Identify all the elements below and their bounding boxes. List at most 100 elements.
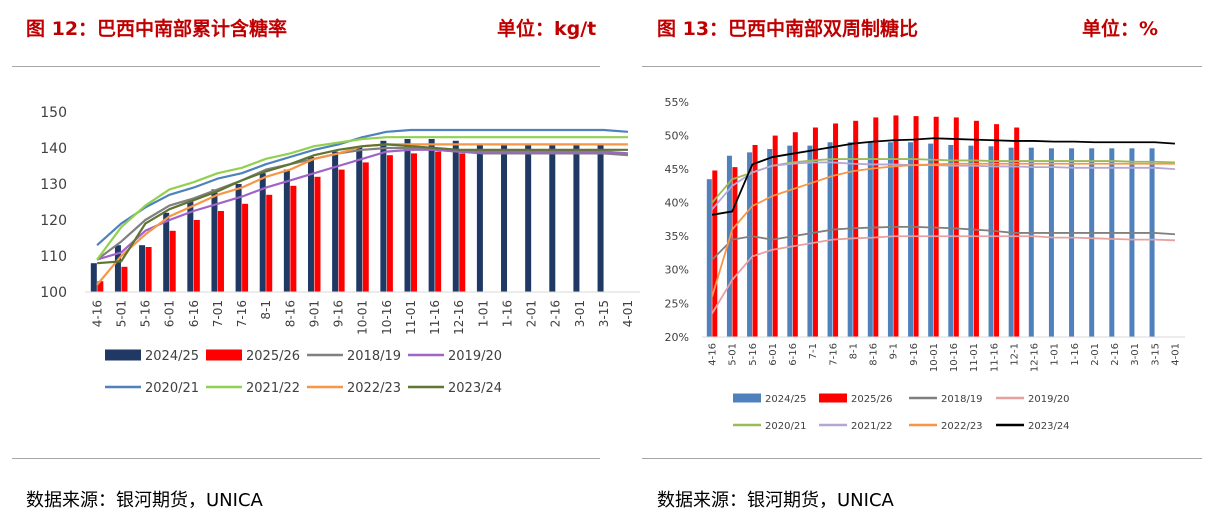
x-tick-label: 12-16	[452, 300, 466, 335]
x-tick-label: 12-16	[1030, 343, 1041, 372]
x-tick-label: 4-16	[90, 300, 104, 327]
chart-panel-sugar-content: 图 12：巴西中南部累计含糖率 单位：kg/t 100 110 120 130 140 1…	[12, 18, 640, 511]
y-tick-label: 50%	[665, 129, 689, 142]
bar-2024-25	[187, 200, 194, 292]
line-2022-23	[711, 162, 1175, 297]
bar-2024-25	[1149, 148, 1155, 337]
bar-2024-25	[887, 142, 893, 337]
x-tick-label: 3-15	[1150, 343, 1161, 366]
x-tick-label: 8-16	[869, 343, 880, 366]
bar-2024-25	[259, 173, 266, 292]
x-tick-label: 12-1	[1009, 343, 1020, 366]
footer-divider	[12, 458, 600, 459]
bar-2024-25	[787, 145, 793, 337]
bar-2025-26	[752, 144, 758, 337]
bar-2024-25	[428, 139, 435, 292]
bar-2024-25	[476, 144, 483, 292]
bar-2025-26	[145, 247, 152, 292]
x-tick-label: 11-01	[404, 300, 418, 335]
bar-2025-26	[411, 153, 418, 292]
y-tick-label: 35%	[665, 230, 689, 243]
x-tick-label: 11-16	[428, 300, 442, 335]
x-tick-label: 5-16	[748, 343, 759, 366]
sugar-content-chart: 100 110 120 130 140 150 4-16 5-01 5-16 6-01 6-16 7-…	[40, 105, 640, 396]
bar-2025-26	[386, 155, 393, 292]
bar-2024-25	[380, 140, 387, 292]
bar-2024-25	[908, 142, 914, 337]
bar-2025-26	[772, 135, 778, 337]
legend-label: 2018/19	[347, 349, 401, 364]
legend-label: 2019/20	[448, 349, 502, 364]
bar-2024-25	[1129, 148, 1135, 337]
bar-2024-25	[706, 179, 712, 337]
x-tick-label: 1-16	[500, 300, 514, 327]
chart-unit: 单位：kg/t	[497, 18, 597, 40]
bar-2024-25	[114, 245, 121, 292]
legend-swatch	[819, 393, 847, 403]
legend-label: 2025/26	[851, 394, 893, 405]
x-tick-label: 4-01	[1170, 343, 1181, 366]
y-tick-label: 120	[40, 213, 67, 229]
x-tick-label: 4-16	[708, 343, 719, 366]
x-tick-label: 4-01	[621, 300, 635, 327]
x-tick-label: 2-01	[525, 300, 539, 327]
chart-panel-sugar-mix: 图 13：巴西中南部双周制糖比 单位：% 20% 25% 30% 35% 40% 45% 5…	[605, 0, 1210, 520]
line-2018-19	[96, 146, 629, 261]
bar-2025-26	[193, 220, 200, 292]
bar-2024-25	[597, 144, 604, 292]
bar-2025-26	[732, 167, 738, 337]
y-tick-label: 110	[40, 249, 67, 265]
bar-2024-25	[211, 189, 218, 292]
y-tick-label: 20%	[665, 331, 689, 344]
bar-2025-26	[712, 170, 718, 337]
x-tick-label: 6-01	[768, 343, 779, 366]
bar-2024-25	[235, 184, 242, 292]
y-tick-label: 130	[40, 177, 67, 193]
bar-2024-25	[1028, 147, 1034, 337]
chart-title: 图 12：巴西中南部累计含糖率	[26, 18, 288, 40]
line-2019-20	[711, 235, 1175, 314]
bar-2024-25	[404, 139, 411, 292]
x-tick-label: 5-16	[139, 300, 153, 327]
legend-label: 2021/22	[246, 381, 300, 396]
y-tick-label: 30%	[665, 264, 689, 277]
line-2021-22	[711, 161, 1175, 211]
bar-2024-25	[1109, 148, 1115, 337]
bar-2024-25	[525, 144, 532, 292]
bar-2025-26	[290, 185, 297, 292]
bar-2024-25	[90, 263, 97, 292]
x-tick-label: 7-01	[211, 300, 225, 327]
x-tick-label: 8-1	[259, 300, 273, 320]
bar-2024-25	[332, 151, 339, 292]
x-tick-label: 7-1	[808, 343, 819, 359]
bar-2025-26	[217, 211, 224, 292]
x-tick-label: 10-16	[380, 300, 394, 335]
sugar-mix-chart: 20% 25% 30% 35% 40% 45% 50% 55% 4-16 5-01 5-16 6-01…	[665, 96, 1185, 432]
bar-2025-26	[362, 162, 369, 292]
bar-2024-25	[1089, 148, 1095, 337]
bar-2025-26	[435, 151, 442, 292]
x-tick-label: 9-16	[909, 343, 920, 366]
bar-2024-25	[1008, 147, 1014, 337]
legend-label: 2022/23	[941, 421, 983, 432]
x-tick-label: 9-16	[332, 300, 346, 327]
x-tick-label: 10-01	[929, 343, 940, 372]
bar-2024-25	[928, 143, 934, 337]
x-tick-label: 9-1	[889, 343, 900, 359]
bar-2024-25	[549, 144, 556, 292]
x-tick-label: 2-01	[1090, 343, 1101, 366]
x-tick-label: 2-16	[1110, 343, 1121, 366]
legend-label: 2020/21	[765, 421, 807, 432]
x-tick-label: 6-16	[788, 343, 799, 366]
x-tick-label: 10-01	[356, 300, 370, 335]
x-tick-label: 7-16	[828, 343, 839, 366]
x-tick-label: 5-01	[114, 300, 128, 327]
bar-2024-25	[573, 144, 580, 292]
bar-2025-26	[792, 132, 798, 337]
line-2023-24	[96, 143, 628, 265]
bar-2025-26	[242, 203, 249, 292]
x-tick-label: 11-01	[969, 343, 980, 372]
title-divider	[12, 66, 600, 67]
legend-label: 2018/19	[941, 394, 983, 405]
bar-2024-25	[767, 149, 773, 337]
